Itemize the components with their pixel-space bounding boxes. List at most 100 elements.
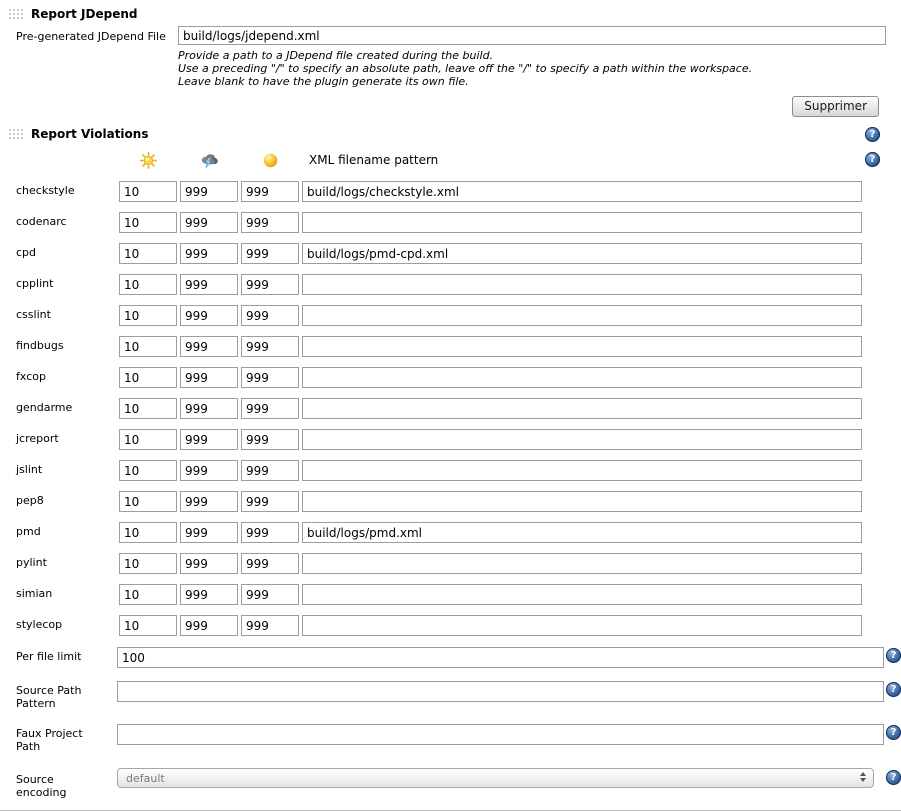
- violations-column-header: XML filename pattern ?: [0, 149, 901, 171]
- tool-name-label: pep8: [16, 494, 44, 507]
- xml-pattern-input[interactable]: [302, 615, 862, 636]
- sunny-threshold-input[interactable]: [119, 243, 177, 264]
- unstable-threshold-input[interactable]: [241, 336, 299, 357]
- sunny-threshold-input[interactable]: [119, 460, 177, 481]
- sunny-threshold-input[interactable]: [119, 305, 177, 326]
- unstable-threshold-input[interactable]: [241, 491, 299, 512]
- xml-pattern-input[interactable]: [302, 181, 862, 202]
- help-icon[interactable]: ?: [886, 648, 901, 663]
- stormy-threshold-input[interactable]: [180, 522, 238, 543]
- sunny-threshold-input[interactable]: [119, 491, 177, 512]
- xml-pattern-input[interactable]: [302, 584, 862, 605]
- delete-button[interactable]: Supprimer: [792, 96, 879, 117]
- sunny-threshold-input[interactable]: [119, 181, 177, 202]
- stormy-threshold-input[interactable]: [180, 181, 238, 202]
- sunny-threshold-input[interactable]: [119, 553, 177, 574]
- violations-table-row: cpplint: [0, 274, 901, 295]
- xml-pattern-input[interactable]: [302, 522, 862, 543]
- stormy-threshold-input[interactable]: [180, 336, 238, 357]
- stormy-threshold-input[interactable]: [180, 491, 238, 512]
- unstable-threshold-input[interactable]: [241, 243, 299, 264]
- stormy-threshold-input[interactable]: [180, 243, 238, 264]
- sunny-threshold-input[interactable]: [119, 615, 177, 636]
- help-icon[interactable]: ?: [865, 152, 880, 167]
- sunny-threshold-input[interactable]: [119, 522, 177, 543]
- jdepend-file-row: Pre-generated JDepend File: [0, 26, 901, 45]
- tool-name-label: csslint: [16, 308, 51, 321]
- unstable-threshold-input[interactable]: [241, 274, 299, 295]
- sunny-threshold-input[interactable]: [119, 429, 177, 450]
- sunny-threshold-input[interactable]: [119, 274, 177, 295]
- sunny-threshold-input[interactable]: [119, 212, 177, 233]
- sunny-threshold-input[interactable]: [119, 336, 177, 357]
- tool-name-label: pmd: [16, 525, 41, 538]
- xml-pattern-input[interactable]: [302, 305, 862, 326]
- stormy-threshold-input[interactable]: [180, 615, 238, 636]
- stormy-threshold-input[interactable]: [180, 584, 238, 605]
- violations-table-body: checkstyle codenarc cpd cpplint: [0, 181, 901, 636]
- xml-pattern-input[interactable]: [302, 336, 862, 357]
- jdepend-section-header: Report JDepend: [0, 0, 901, 22]
- help-line: Provide a path to a JDepend file created…: [178, 49, 494, 62]
- sunny-threshold-input[interactable]: [119, 398, 177, 419]
- xml-pattern-input[interactable]: [302, 212, 862, 233]
- xml-pattern-column-header: XML filename pattern: [309, 153, 439, 167]
- tool-name-label: codenarc: [16, 215, 67, 228]
- unstable-threshold-input[interactable]: [241, 615, 299, 636]
- source-path-pattern-input[interactable]: [117, 681, 884, 702]
- help-icon[interactable]: ?: [865, 127, 880, 142]
- stormy-threshold-input[interactable]: [180, 398, 238, 419]
- xml-pattern-input[interactable]: [302, 243, 862, 264]
- unstable-threshold-input[interactable]: [241, 460, 299, 481]
- xml-pattern-input[interactable]: [302, 429, 862, 450]
- jdepend-section-title: Report JDepend: [31, 7, 138, 21]
- help-icon[interactable]: ?: [886, 770, 901, 785]
- help-icon[interactable]: ?: [886, 725, 901, 740]
- tool-name-label: stylecop: [16, 618, 63, 631]
- select-spinner-icon: [860, 772, 866, 782]
- stormy-threshold-input[interactable]: [180, 305, 238, 326]
- unstable-threshold-input[interactable]: [241, 522, 299, 543]
- unstable-threshold-input[interactable]: [241, 584, 299, 605]
- xml-pattern-input[interactable]: [302, 367, 862, 388]
- drag-handle-icon[interactable]: [8, 7, 23, 21]
- unstable-threshold-input[interactable]: [241, 429, 299, 450]
- jdepend-file-input[interactable]: [178, 26, 886, 45]
- sunny-threshold-input[interactable]: [119, 584, 177, 605]
- help-icon[interactable]: ?: [886, 682, 901, 697]
- stormy-threshold-input[interactable]: [180, 212, 238, 233]
- violations-table-row: findbugs: [0, 336, 901, 357]
- xml-pattern-input[interactable]: [302, 491, 862, 512]
- violations-table-row: pep8: [0, 491, 901, 512]
- xml-pattern-input[interactable]: [302, 398, 862, 419]
- sunny-threshold-input[interactable]: [119, 367, 177, 388]
- stormy-threshold-input[interactable]: [180, 367, 238, 388]
- violations-table-row: jcreport: [0, 429, 901, 450]
- stormy-threshold-input[interactable]: [180, 429, 238, 450]
- violations-table-row: fxcop: [0, 367, 901, 388]
- xml-pattern-input[interactable]: [302, 553, 862, 574]
- xml-pattern-input[interactable]: [302, 274, 862, 295]
- stormy-threshold-input[interactable]: [180, 460, 238, 481]
- violations-table-row: csslint: [0, 305, 901, 326]
- unstable-threshold-input[interactable]: [241, 553, 299, 574]
- stormy-threshold-input[interactable]: [180, 553, 238, 574]
- per-file-limit-input[interactable]: [117, 647, 884, 668]
- unstable-threshold-input[interactable]: [241, 398, 299, 419]
- xml-pattern-input[interactable]: [302, 460, 862, 481]
- unstable-threshold-input[interactable]: [241, 181, 299, 202]
- stormy-threshold-input[interactable]: [180, 274, 238, 295]
- violations-table-row: jslint: [0, 460, 901, 481]
- tool-name-label: simian: [16, 587, 53, 600]
- unstable-threshold-input[interactable]: [241, 305, 299, 326]
- jdepend-file-label: Pre-generated JDepend File: [16, 30, 166, 43]
- drag-handle-icon[interactable]: [8, 127, 23, 141]
- unstable-threshold-input[interactable]: [241, 367, 299, 388]
- source-encoding-select[interactable]: default: [117, 768, 874, 788]
- yellow-ball-icon: [241, 153, 299, 168]
- faux-project-path-input[interactable]: [117, 724, 884, 745]
- storm-cloud-icon: [180, 152, 238, 169]
- unstable-threshold-input[interactable]: [241, 212, 299, 233]
- per-file-limit-row: Per file limit ?: [0, 647, 901, 668]
